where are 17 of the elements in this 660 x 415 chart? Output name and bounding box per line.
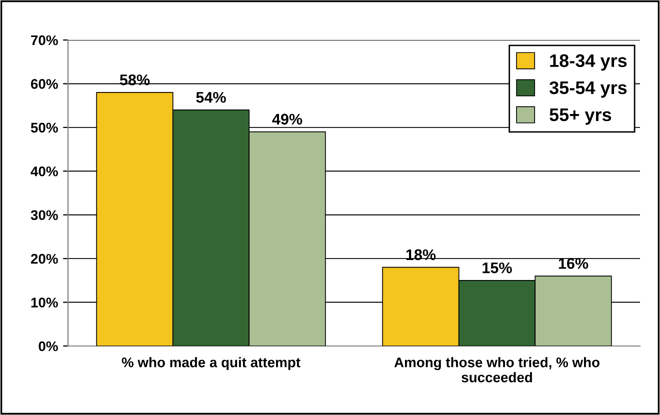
data-label: 54% [196,92,226,103]
y-tick-label: 60% [30,79,58,89]
x-tick-label: Among those who tried, % who succeeded [394,357,600,382]
data-label: 15% [482,262,512,274]
legend-label: 18-34 yrs [550,54,627,71]
y-tick-label: 50% [30,122,58,133]
y-tick-label: 0% [38,341,58,352]
y-tick-label: 20% [30,254,58,264]
data-label: 49% [272,114,302,125]
legend-label: 35-54 yrs [549,81,627,98]
y-tick-label: 10% [31,298,58,308]
data-label: 16% [558,258,588,269]
x-tick-label: % who made a quit attempt [122,357,300,370]
y-tick-label: 70% [31,35,58,46]
y-tick-label: 40% [30,166,58,176]
legend-label: 55+ yrs [550,108,612,125]
y-tick-label: 30% [30,210,58,220]
